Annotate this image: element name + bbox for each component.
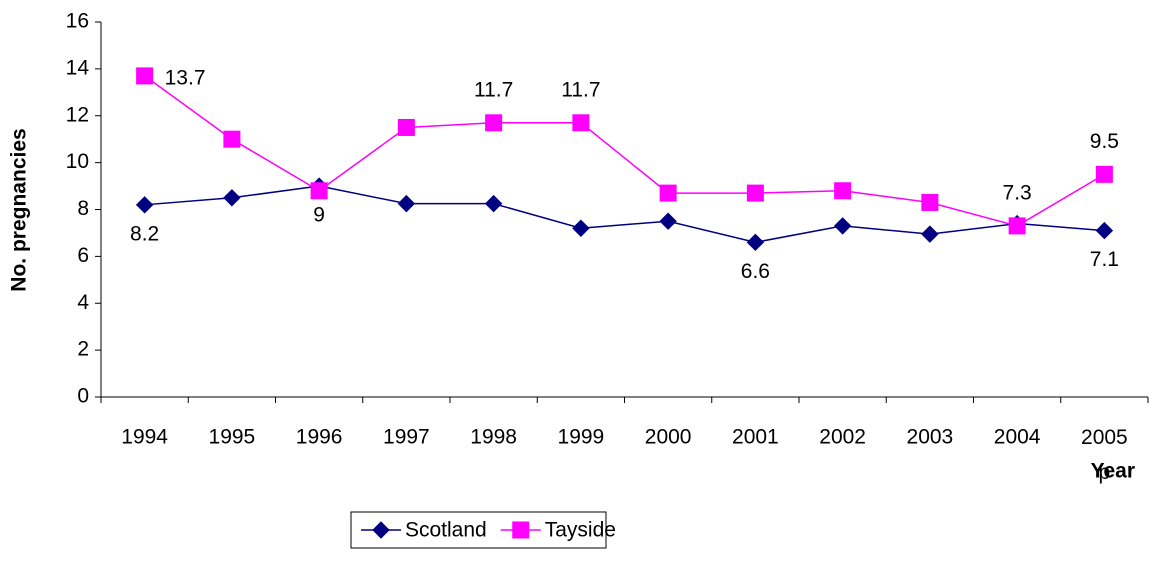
marker bbox=[1008, 217, 1026, 235]
marker bbox=[659, 212, 677, 230]
marker bbox=[1095, 221, 1114, 240]
y-axis-title: No. pregnancies bbox=[8, 128, 31, 291]
x-tick-label: 2005 p bbox=[1081, 426, 1128, 484]
marker bbox=[372, 521, 390, 539]
marker bbox=[572, 114, 590, 132]
marker bbox=[310, 182, 328, 200]
marker bbox=[136, 67, 154, 85]
y-tick-label: 0 bbox=[77, 385, 89, 408]
x-tick-label: 1994 bbox=[121, 426, 168, 449]
marker bbox=[223, 189, 241, 207]
data-label: 7.1 bbox=[1090, 248, 1119, 271]
data-label: 8.2 bbox=[130, 222, 159, 245]
x-tick-label: 2004 bbox=[994, 426, 1041, 449]
x-tick-label: 1999 bbox=[558, 426, 605, 449]
data-label: 11.7 bbox=[474, 78, 513, 101]
y-tick-label: 2 bbox=[77, 338, 89, 361]
x-tick-label-line: p bbox=[1099, 461, 1111, 484]
y-tick-label: 4 bbox=[77, 291, 89, 314]
data-label: 11.7 bbox=[561, 78, 600, 101]
marker bbox=[223, 130, 241, 148]
marker bbox=[397, 118, 415, 136]
marker bbox=[921, 193, 939, 211]
data-label: 9 bbox=[313, 204, 325, 227]
legend-label: Tayside bbox=[545, 519, 616, 542]
data-label: 7.3 bbox=[1003, 181, 1032, 204]
marker bbox=[746, 233, 765, 252]
x-tick-label: 1998 bbox=[470, 426, 517, 449]
marker bbox=[833, 217, 852, 235]
y-tick-label: 10 bbox=[66, 150, 89, 173]
marker bbox=[397, 194, 416, 213]
x-tick-label: 2000 bbox=[645, 426, 692, 449]
marker bbox=[512, 521, 530, 539]
marker bbox=[484, 194, 503, 213]
data-label: 9.5 bbox=[1090, 130, 1119, 153]
marker bbox=[1095, 165, 1113, 183]
x-tick-label: 1996 bbox=[296, 426, 343, 449]
x-axis-title: Year bbox=[1091, 460, 1135, 483]
y-tick-label: 8 bbox=[77, 197, 89, 220]
y-tick-label: 12 bbox=[66, 103, 89, 126]
legend-label: Scotland bbox=[405, 519, 487, 542]
marker bbox=[746, 184, 764, 202]
x-tick-label: 1997 bbox=[383, 426, 430, 449]
data-label: 6.6 bbox=[741, 260, 770, 283]
x-tick-label: 1995 bbox=[209, 426, 256, 449]
x-tick-label-line: 2005 bbox=[1081, 426, 1128, 449]
data-label: 13.7 bbox=[165, 66, 206, 89]
marker bbox=[921, 225, 939, 243]
y-tick-label: 14 bbox=[66, 56, 90, 79]
marker bbox=[572, 219, 590, 237]
series-line bbox=[144, 185, 1105, 244]
y-tick-label: 16 bbox=[66, 10, 89, 33]
marker bbox=[834, 182, 852, 200]
x-tick-label: 2001 bbox=[732, 426, 779, 449]
series-line bbox=[144, 75, 1105, 227]
x-tick-label: 2003 bbox=[907, 426, 954, 449]
y-tick-label: 6 bbox=[77, 244, 89, 267]
marker bbox=[659, 184, 677, 202]
marker bbox=[485, 114, 503, 132]
marker bbox=[135, 196, 154, 214]
x-tick-label: 2002 bbox=[819, 426, 866, 449]
